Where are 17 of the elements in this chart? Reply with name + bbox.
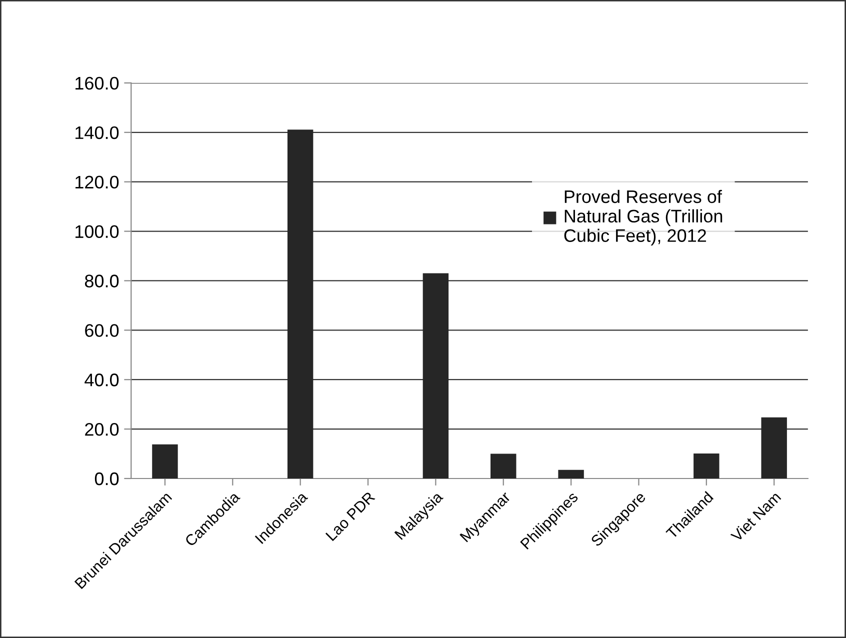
bar [422, 273, 449, 478]
y-tick-label: 100.0 [76, 225, 119, 238]
y-tick-label: 120.0 [76, 176, 119, 189]
y-tick-label: 40.0 [84, 374, 119, 386]
y-tick-label: 80.0 [84, 274, 119, 288]
bar [761, 417, 787, 478]
bar [152, 444, 178, 478]
bar [490, 454, 516, 478]
bar [694, 454, 720, 478]
y-tick-label: 20.0 [85, 422, 119, 436]
y-tick-label: 0.0 [94, 472, 119, 486]
legend-label: Proved Reserves of Natural Gas (Trillion Cubic Feet), 2012 [564, 190, 722, 246]
bar [287, 130, 314, 478]
bar [558, 470, 584, 478]
y-tick-label: 140.0 [76, 126, 119, 140]
y-tick-label: 160.0 [76, 76, 119, 90]
y-tick-label: 60.0 [85, 324, 119, 337]
